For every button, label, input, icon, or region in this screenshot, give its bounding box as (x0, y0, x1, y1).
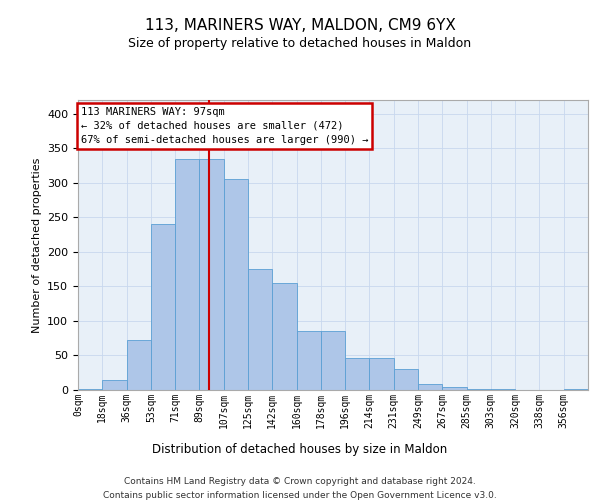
Text: Contains HM Land Registry data © Crown copyright and database right 2024.: Contains HM Land Registry data © Crown c… (124, 478, 476, 486)
Bar (491, 388, 515, 390)
Bar (248, 269, 272, 390)
Bar (199, 158, 224, 390)
Bar (394, 370, 418, 390)
Bar (296, 330, 321, 390)
Bar (272, 283, 296, 390)
Bar (175, 158, 199, 390)
Text: Contains public sector information licensed under the Open Government Licence v3: Contains public sector information licen… (103, 491, 497, 500)
Bar (467, 388, 491, 390)
Bar (442, 386, 467, 390)
Bar (224, 180, 248, 390)
Bar (127, 340, 151, 390)
Bar (564, 388, 588, 390)
Bar (345, 358, 370, 390)
Y-axis label: Number of detached properties: Number of detached properties (32, 158, 41, 332)
Text: Size of property relative to detached houses in Maldon: Size of property relative to detached ho… (128, 38, 472, 51)
Bar (78, 388, 102, 390)
Bar (321, 330, 345, 390)
Bar (370, 358, 394, 390)
Bar (102, 380, 127, 390)
Bar (151, 224, 175, 390)
Text: Distribution of detached houses by size in Maldon: Distribution of detached houses by size … (152, 442, 448, 456)
Text: 113, MARINERS WAY, MALDON, CM9 6YX: 113, MARINERS WAY, MALDON, CM9 6YX (145, 18, 455, 32)
Bar (418, 384, 442, 390)
Text: 113 MARINERS WAY: 97sqm
← 32% of detached houses are smaller (472)
67% of semi-d: 113 MARINERS WAY: 97sqm ← 32% of detache… (80, 107, 368, 145)
